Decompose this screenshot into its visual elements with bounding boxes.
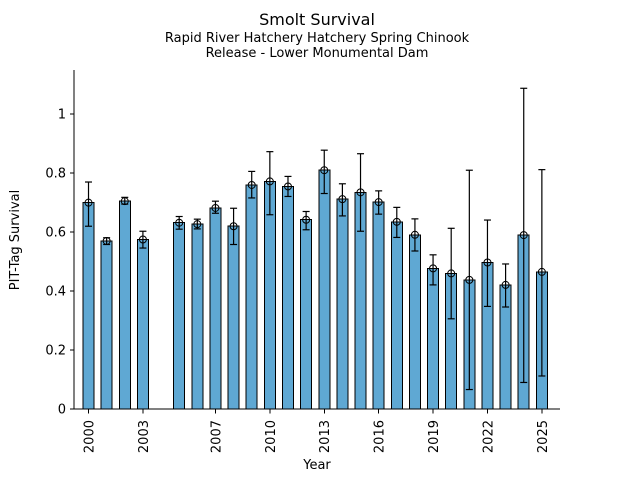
x-tick-label-2010: 2010 <box>264 420 279 453</box>
marker-2006 <box>193 220 202 229</box>
bar-2017 <box>390 221 403 410</box>
marker-2012 <box>302 215 311 224</box>
bar-2008 <box>227 225 240 410</box>
bar-2006 <box>191 223 204 410</box>
y-tick-label-0.8: 0.8 <box>45 167 66 182</box>
y-tick-label-0: 0 <box>58 403 66 418</box>
x-tick-label-2019: 2019 <box>427 420 442 453</box>
marker-2008 <box>229 222 238 231</box>
bar-2011 <box>281 185 294 410</box>
x-tick-label-2000: 2000 <box>82 420 97 453</box>
marker-2013 <box>320 166 329 175</box>
marker-2009 <box>247 180 256 189</box>
marker-2025 <box>537 267 546 276</box>
bar-2012 <box>300 219 313 410</box>
chart-title: Smolt Survival <box>259 10 375 29</box>
marker-2000 <box>84 198 93 207</box>
marker-2015 <box>356 188 365 197</box>
marker-2019 <box>429 264 438 273</box>
bar-2018 <box>408 234 421 410</box>
x-tick-label-2013: 2013 <box>318 420 333 453</box>
marker-2024 <box>519 231 528 240</box>
x-tick-label-2016: 2016 <box>373 420 388 453</box>
y-tick-label-0.2: 0.2 <box>45 344 66 359</box>
marker-2002 <box>120 197 129 206</box>
x-tick-label-2003: 2003 <box>137 420 152 453</box>
bar-2013 <box>318 169 331 410</box>
bar-2003 <box>136 239 149 410</box>
x-tick-label-2022: 2022 <box>481 420 496 453</box>
bar-2019 <box>427 267 440 410</box>
marker-2020 <box>447 269 456 278</box>
marker-2005 <box>175 218 184 227</box>
chart-subtitle-line1: Rapid River Hatchery Hatchery Spring Chi… <box>164 31 470 46</box>
marker-2021 <box>465 275 474 284</box>
marker-2017 <box>392 217 401 226</box>
bar-2014 <box>336 198 349 410</box>
marker-2016 <box>374 198 383 207</box>
chart-subtitle-line2: Release - Lower Monumental Dam <box>205 46 429 61</box>
x-tick-label-2025: 2025 <box>536 420 551 453</box>
x-tick-label-2007: 2007 <box>209 420 224 453</box>
y-tick-label-0.6: 0.6 <box>45 226 66 241</box>
bar-2002 <box>118 200 131 410</box>
bar-2010 <box>263 180 276 410</box>
bar-2007 <box>209 207 222 410</box>
bar-2001 <box>100 240 113 410</box>
marker-2003 <box>138 235 147 244</box>
marker-2007 <box>211 203 220 212</box>
y-tick-label-0.4: 0.4 <box>45 285 66 300</box>
bar-2005 <box>173 222 186 410</box>
marker-2023 <box>501 280 510 289</box>
y-tick-label-1: 1 <box>58 108 66 123</box>
marker-2022 <box>483 258 492 267</box>
marker-2014 <box>338 195 347 204</box>
bar-2016 <box>372 201 385 410</box>
bar-2009 <box>245 184 258 410</box>
marker-2001 <box>102 236 111 245</box>
marker-2018 <box>410 230 419 239</box>
marker-2011 <box>283 182 292 191</box>
x-axis-label: Year <box>303 458 331 473</box>
bar-2000 <box>82 202 95 410</box>
marker-2010 <box>265 177 274 186</box>
